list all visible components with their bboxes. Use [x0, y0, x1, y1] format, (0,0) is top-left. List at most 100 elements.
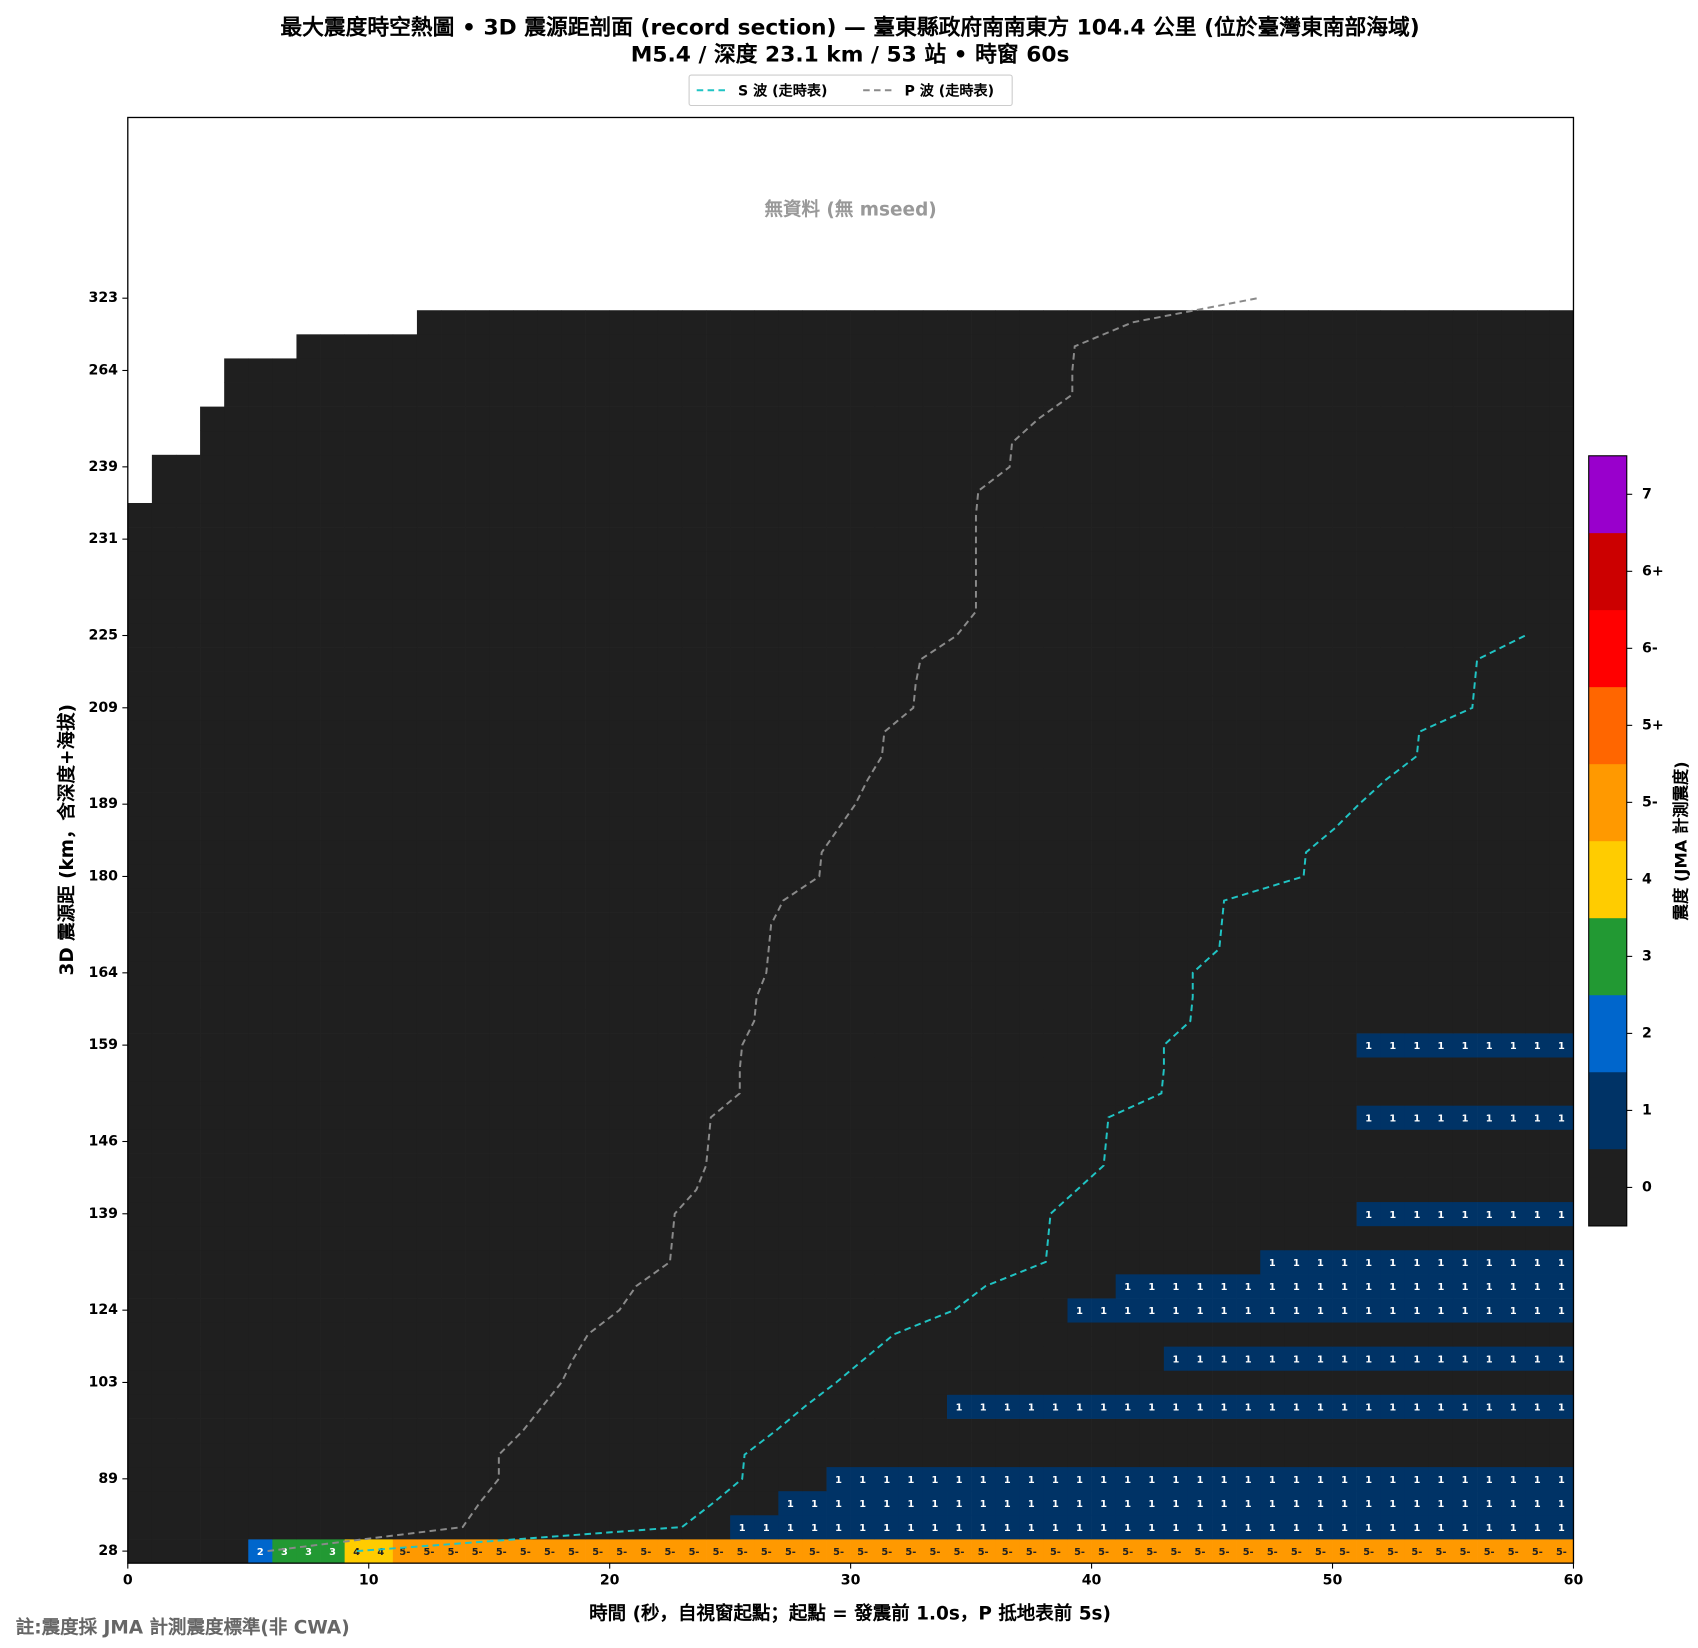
- heat-cell: [561, 984, 586, 1010]
- heat-cell: [513, 984, 538, 1010]
- heat-cell: [200, 1514, 225, 1540]
- heat-cell: [706, 1153, 731, 1178]
- cell-label: 1: [1221, 1282, 1228, 1293]
- heat-cell: [1284, 382, 1309, 407]
- heat-cell: [1332, 1466, 1357, 1492]
- heat-cell: [1549, 1346, 1574, 1371]
- heat-cell: [1477, 1057, 1502, 1082]
- heat-cell: [1187, 1153, 1213, 1178]
- heat-cell: [1212, 1466, 1237, 1492]
- heat-cell: [1380, 1490, 1406, 1516]
- heat-cell: [730, 647, 755, 672]
- heat-cell: [465, 1418, 490, 1444]
- heat-cell: [272, 406, 297, 432]
- heat-cell: [1428, 502, 1454, 528]
- heat-cell: [272, 816, 297, 841]
- heat-cell: [1404, 1249, 1430, 1275]
- heat-cell: [1260, 1201, 1285, 1227]
- heat-cell: [1115, 430, 1141, 456]
- heat-cell: [778, 671, 803, 697]
- heat-cell: [392, 984, 418, 1010]
- heat-cell: [248, 695, 273, 721]
- heat-cell: [1452, 936, 1478, 962]
- heat-cell: [1284, 1490, 1309, 1516]
- heat-cell: [344, 936, 370, 962]
- heat-cell: [441, 1442, 466, 1468]
- heat-cell: [1236, 1346, 1261, 1371]
- heat-cell: [1477, 382, 1502, 407]
- heat-cell: [947, 382, 972, 407]
- heat-cell: [1260, 960, 1285, 986]
- heat-cell: [1284, 743, 1309, 769]
- heat-cell: [1115, 406, 1141, 432]
- heat-cell: [1043, 1298, 1068, 1323]
- heat-cell: [681, 671, 707, 697]
- heat-cell: [1428, 527, 1454, 552]
- heat-cell: [296, 599, 321, 624]
- heat-cell: [1356, 1177, 1382, 1203]
- heat-cell: [537, 1539, 562, 1564]
- cell-label: 5-: [1291, 1547, 1302, 1558]
- heat-cell: [1404, 1177, 1430, 1203]
- heat-cell: [898, 1033, 924, 1058]
- cell-label: 1: [1269, 1258, 1276, 1269]
- heat-cell: [995, 382, 1020, 407]
- heat-cell: [778, 743, 803, 769]
- heat-cell: [1236, 382, 1261, 407]
- heat-cell: [681, 1394, 707, 1419]
- heat-cell: [1356, 912, 1382, 938]
- heat-cell: [971, 960, 996, 986]
- cell-label: 1: [1389, 1354, 1396, 1365]
- heat-cell: [609, 1466, 635, 1492]
- heat-cell: [922, 551, 948, 576]
- heat-cell: [200, 623, 225, 648]
- heat-cell: [1260, 1249, 1285, 1275]
- heat-cell: [1212, 1394, 1237, 1419]
- heat-cell: [1163, 1129, 1189, 1154]
- heat-cell: [1043, 1514, 1068, 1540]
- heat-cell: [778, 1274, 803, 1299]
- heat-cell: [922, 1201, 948, 1227]
- heat-cell: [754, 1008, 779, 1034]
- heat-cell: [1187, 406, 1213, 432]
- heat-cell: [513, 1105, 538, 1130]
- heat-cell: [754, 1370, 779, 1395]
- heat-cell: [1115, 1514, 1141, 1540]
- heat-cell: [416, 1201, 442, 1227]
- heat-cell: [1043, 671, 1068, 697]
- heat-cell: [850, 1105, 876, 1130]
- heat-cell: [1212, 1057, 1237, 1082]
- heat-cell: [1067, 1514, 1092, 1540]
- heat-cell: [874, 888, 900, 913]
- heat-cell: [272, 478, 297, 504]
- heat-cell: [1187, 1298, 1213, 1323]
- heat-cell: [1067, 454, 1092, 480]
- heat-cell: [1549, 1177, 1574, 1203]
- heat-cell: [1356, 816, 1382, 841]
- heat-cell: [392, 1346, 418, 1371]
- heat-cell: [465, 406, 490, 432]
- heat-cell: [175, 671, 201, 697]
- heat-cell: [802, 1201, 827, 1227]
- heat-cell: [730, 1298, 755, 1323]
- heat-cell: [1452, 984, 1478, 1010]
- heat-cell: [995, 599, 1020, 624]
- heat-cell: [826, 478, 851, 504]
- heat-cell: [441, 527, 466, 552]
- heat-cell: [151, 1322, 177, 1347]
- heat-cell: [1236, 936, 1261, 962]
- heat-cell: [681, 1008, 707, 1034]
- heat-cell: [778, 1418, 803, 1444]
- heat-cell: [1091, 695, 1116, 721]
- heat-cell: [1380, 936, 1406, 962]
- heat-cell: [1019, 551, 1044, 576]
- heat-cell: [465, 936, 490, 962]
- heat-cell: [585, 936, 611, 962]
- heat-cell: [1501, 1201, 1526, 1227]
- heat-cell: [1308, 334, 1333, 359]
- heat-cell: [681, 888, 707, 913]
- heat-cell: [1380, 1539, 1406, 1564]
- heat-cell: [754, 743, 779, 769]
- heat-cell: [681, 551, 707, 576]
- heat-cell: [465, 623, 490, 648]
